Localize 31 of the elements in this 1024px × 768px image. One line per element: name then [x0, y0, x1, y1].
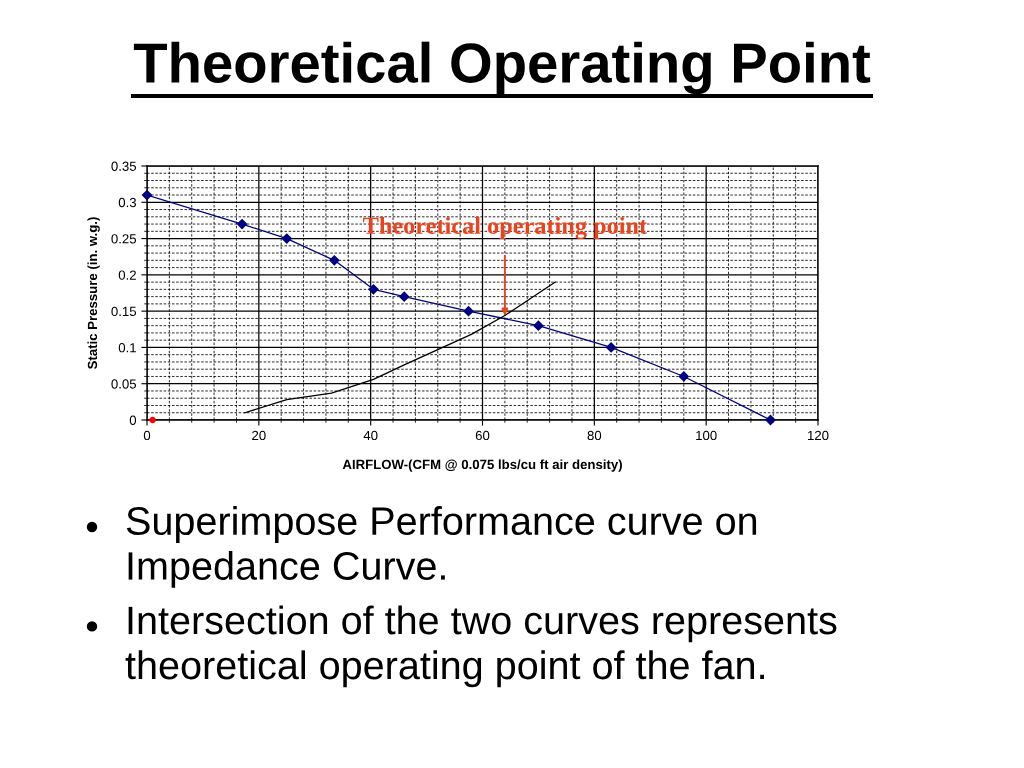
y-tick-label: 0.15: [111, 306, 137, 317]
point: [533, 320, 544, 331]
point: [141, 189, 153, 201]
point: [236, 218, 248, 230]
y-tick-label: 0.2: [118, 270, 136, 280]
point: [368, 284, 379, 295]
x-axis-title: AIRFLOW-(CFM @ 0.075 lbs/cu ft air density): [342, 459, 622, 472]
point: [605, 342, 617, 353]
y-tick-label: 0.05: [111, 379, 137, 389]
text: Superimpose Performance curve on Impedance Curve.: [126, 506, 757, 588]
point: [399, 291, 410, 302]
x-tick-label: 100: [696, 430, 717, 441]
point: [281, 233, 292, 244]
x-tick-label: 120: [808, 430, 829, 441]
point: [765, 414, 776, 426]
x-tick-label: 60: [475, 430, 490, 441]
x-tick-label: 0: [143, 430, 151, 441]
y-tick-label: 0.35: [111, 161, 137, 171]
x-tick-label: 40: [363, 430, 378, 441]
point: [463, 306, 474, 317]
point: [329, 255, 340, 266]
chart-title: Theoretical Operating Point: [133, 41, 871, 95]
y-tick-label: 0: [129, 415, 137, 425]
x-tick-label: 80: [587, 430, 602, 441]
y-tick-label: 0.3: [118, 197, 137, 208]
y-tick-label: 0.1: [118, 343, 136, 353]
y-axis-title: Static Pressure (in. w.g.): [87, 217, 100, 369]
point: [678, 371, 689, 382]
y-tick-label: 0.25: [111, 234, 137, 244]
x-tick-label: 20: [252, 430, 266, 441]
text: Intersection of the two curves represents theoretical operating point of the fan.: [125, 605, 837, 688]
